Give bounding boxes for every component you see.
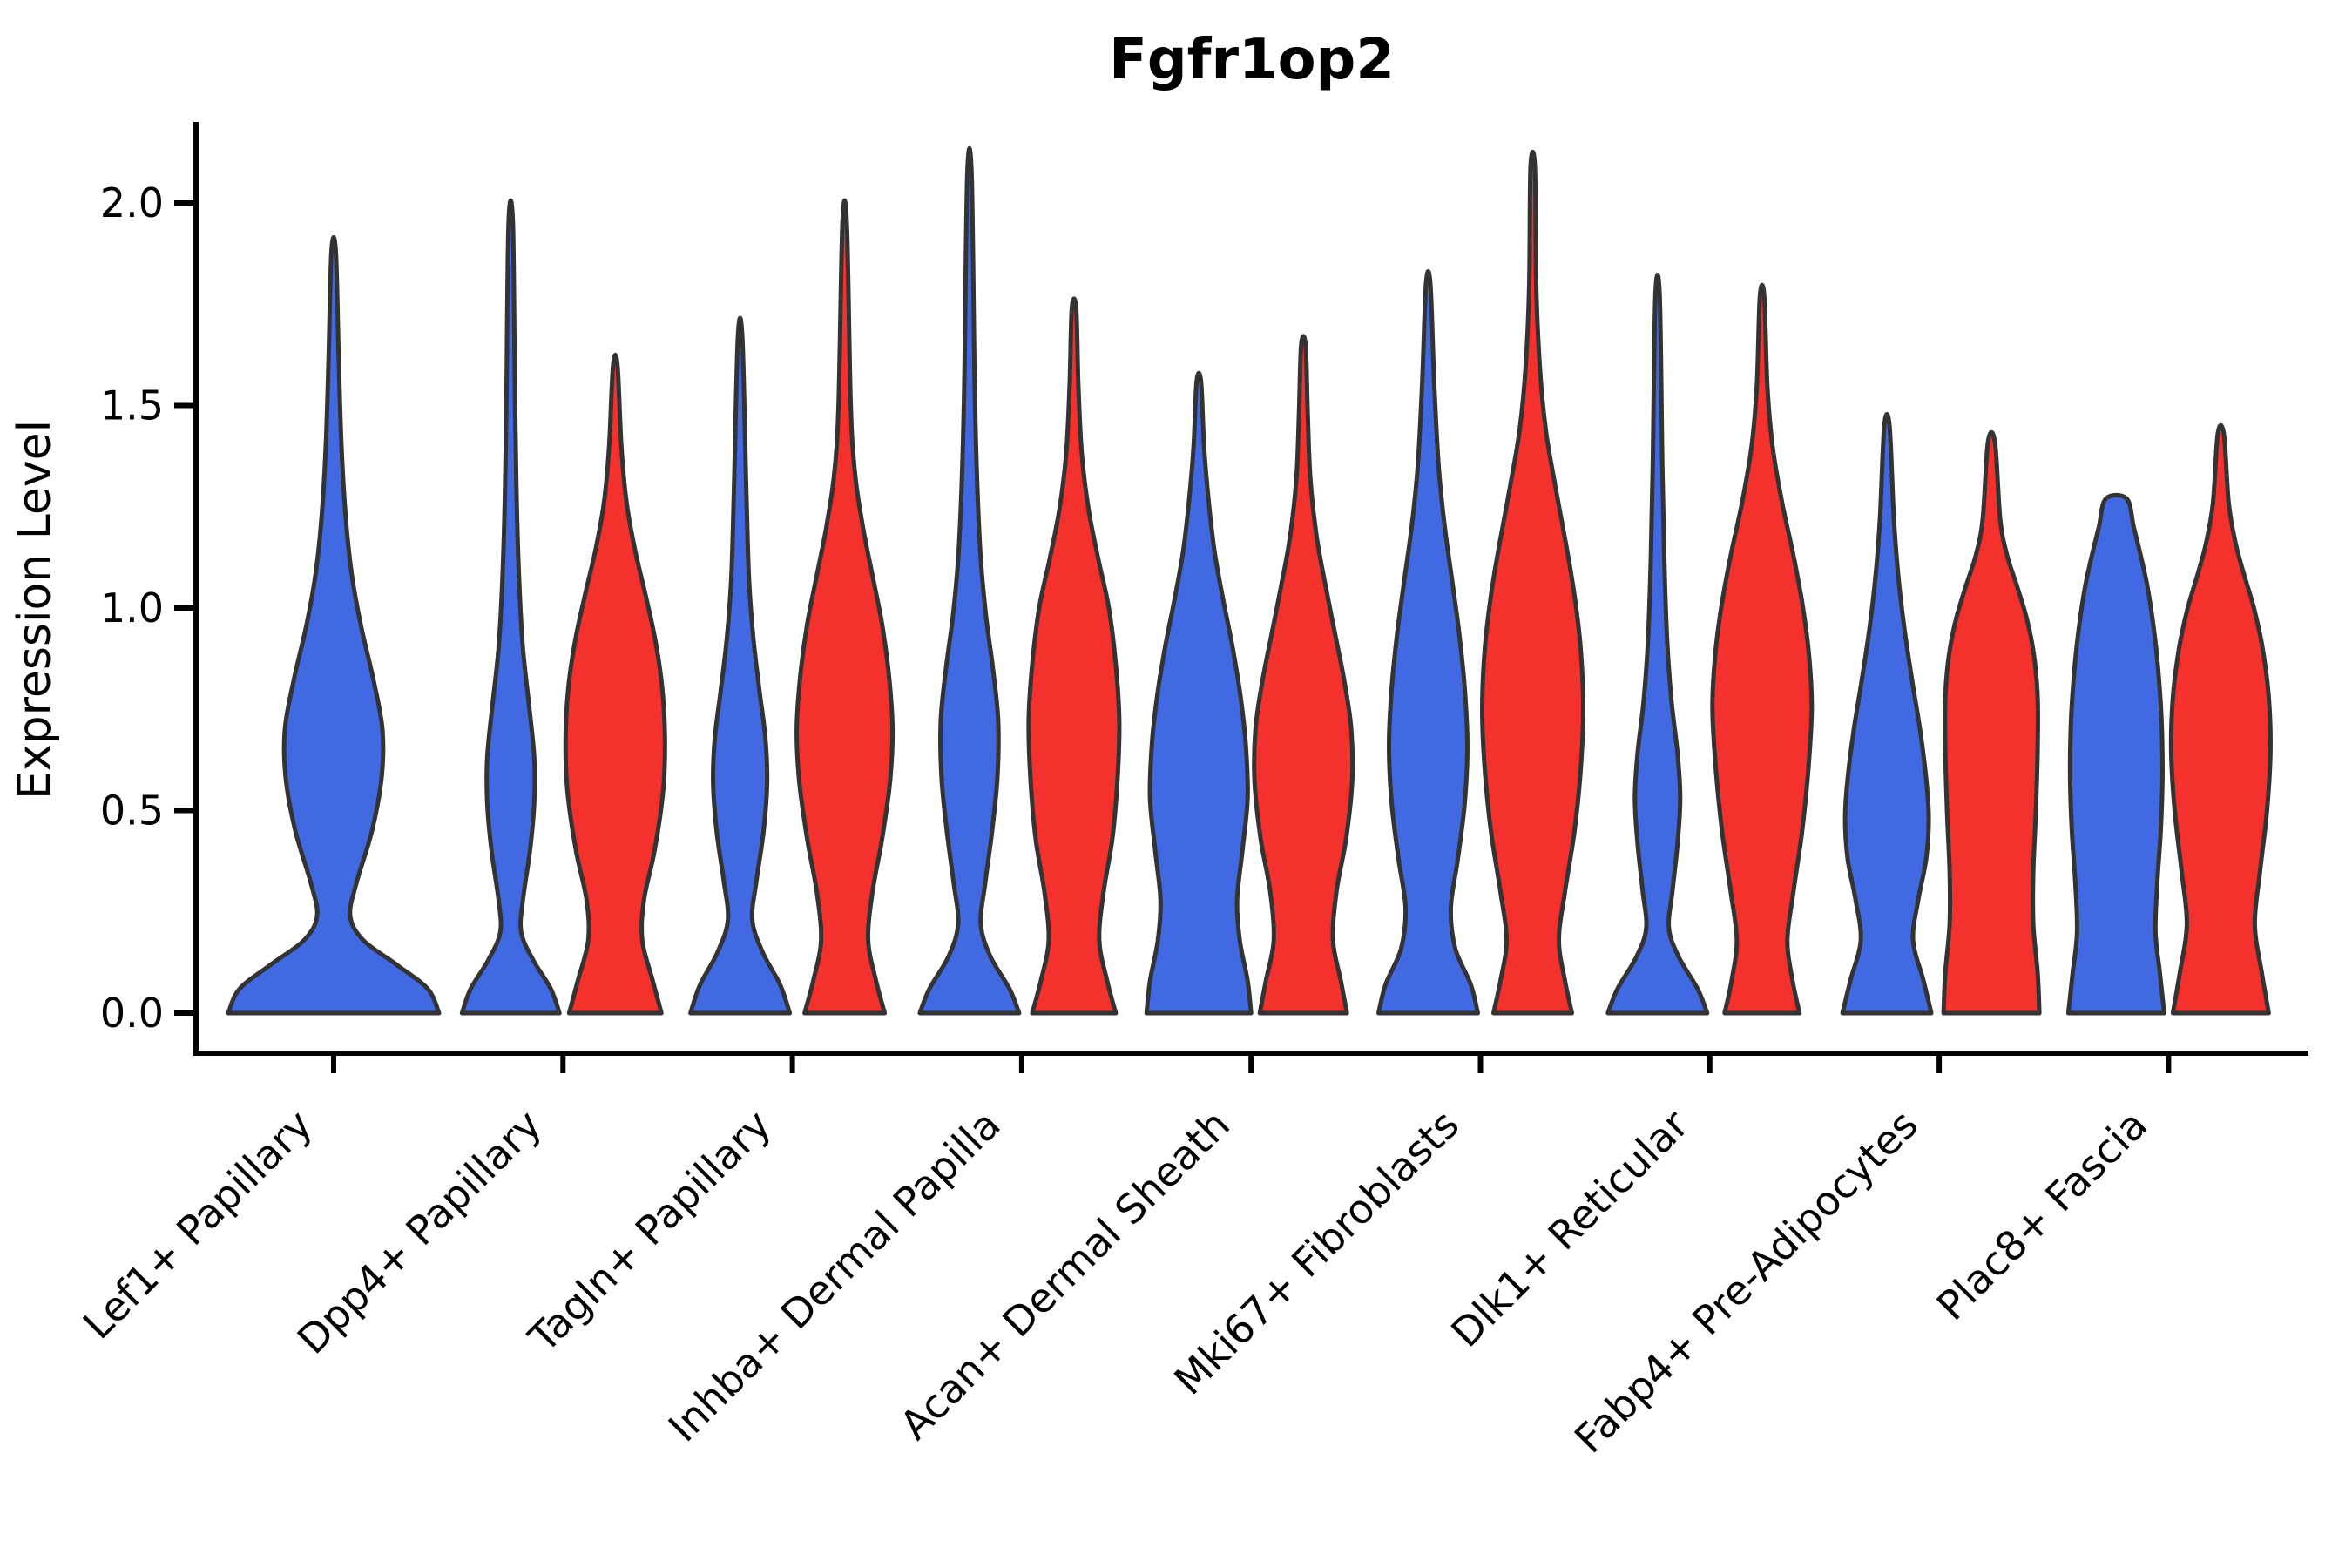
violin-red-8 <box>2168 422 2273 1016</box>
y-tick-label-4: 2.0 <box>100 179 164 226</box>
x-tick-label-2: Tagln+ Papillary <box>519 1101 781 1362</box>
violin-blue-0 <box>226 235 442 1016</box>
chart-title: Fgfr1op2 <box>1109 28 1395 92</box>
violin-red-7 <box>1941 429 2042 1016</box>
y-tick-label-1: 0.5 <box>100 787 164 835</box>
y-tick-label-2: 1.0 <box>100 585 164 632</box>
violins-layer <box>226 145 2273 1016</box>
violin-red-3 <box>1026 296 1122 1016</box>
violin-blue-6 <box>1605 273 1710 1016</box>
x-tick-label-0: Lef1+ Papillary <box>74 1101 321 1348</box>
violin-blue-3 <box>917 145 1022 1016</box>
y-tick-label-3: 1.5 <box>100 382 164 429</box>
x-tick-label-1: Dpp4+ Papillary <box>288 1101 551 1363</box>
axes-layer <box>174 122 2308 1073</box>
violin-blue-5 <box>1376 268 1480 1016</box>
x-tick-label-6: Dlk1+ Reticular <box>1442 1101 1697 1356</box>
violin-blue-2 <box>688 315 793 1016</box>
violin-red-2 <box>794 198 896 1016</box>
violin-blue-1 <box>459 198 562 1016</box>
violin-blue-7 <box>1840 411 1934 1016</box>
y-tick-label-0: 0.0 <box>100 990 164 1037</box>
x-tick-label-8: Plac8+ Fascia <box>1928 1101 2156 1329</box>
violin-red-4 <box>1252 334 1355 1016</box>
violin-red-5 <box>1480 149 1585 1016</box>
violin-blue-8 <box>2065 492 2166 1016</box>
y-axis-label: Expression Level <box>9 420 61 800</box>
violin-red-6 <box>1710 282 1815 1016</box>
violin-blue-4 <box>1144 370 1254 1016</box>
violin-red-1 <box>563 352 667 1016</box>
